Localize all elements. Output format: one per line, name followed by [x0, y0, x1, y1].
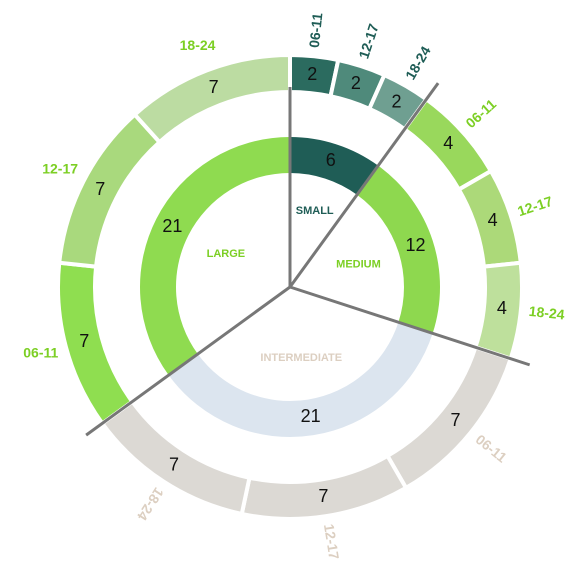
outer-name-label: 06-11 [473, 431, 510, 466]
outer-value-label: 7 [169, 454, 179, 474]
outer-segment [131, 52, 292, 145]
outer-value-label: 7 [79, 331, 89, 351]
outer-name-label: 12-17 [515, 193, 554, 219]
inner-segment [168, 322, 433, 437]
outer-name-label: 18-24 [528, 303, 565, 323]
category-label: LARGE [207, 248, 246, 260]
divider-line [289, 285, 531, 367]
inner-value-label: 12 [406, 235, 426, 255]
outer-value-label: 7 [451, 410, 461, 430]
outer-value-label: 7 [209, 77, 219, 97]
inner-value-label: 21 [301, 406, 321, 426]
outer-name-label: 12-17 [355, 22, 381, 61]
outer-value-label: 7 [95, 179, 105, 199]
outer-segment [56, 260, 136, 427]
inner-value-label: 6 [326, 150, 336, 170]
inner-segment [357, 165, 440, 334]
outer-value-label: 4 [488, 210, 498, 230]
outer-value-label: 2 [351, 73, 361, 93]
outer-value-label: 2 [307, 64, 317, 84]
inner-value-label: 21 [162, 216, 182, 236]
outer-name-label: 06-11 [462, 96, 499, 131]
inner-segment [290, 137, 379, 195]
outer-segment [57, 111, 163, 269]
outer-name-label: 18-24 [134, 485, 167, 524]
outer-value-label: 4 [497, 298, 507, 318]
category-label: INTERMEDIATE [260, 352, 342, 364]
outer-value-label: 2 [391, 91, 401, 111]
category-label: MEDIUM [336, 259, 381, 271]
divider-line [85, 285, 291, 437]
outer-value-label: 7 [318, 486, 328, 506]
outer-name-label: 12-17 [42, 161, 78, 177]
outer-name-label: 06-11 [23, 344, 58, 360]
outer-value-label: 4 [443, 133, 453, 153]
outer-name-label: 12-17 [321, 523, 342, 561]
outer-name-label: 06-11 [306, 12, 326, 49]
divider-line [288, 82, 440, 288]
category-label: SMALL [296, 205, 334, 217]
outer-name-label: 18-24 [402, 43, 434, 82]
inner-segment [140, 137, 290, 376]
outer-name-label: 18-24 [180, 37, 216, 53]
